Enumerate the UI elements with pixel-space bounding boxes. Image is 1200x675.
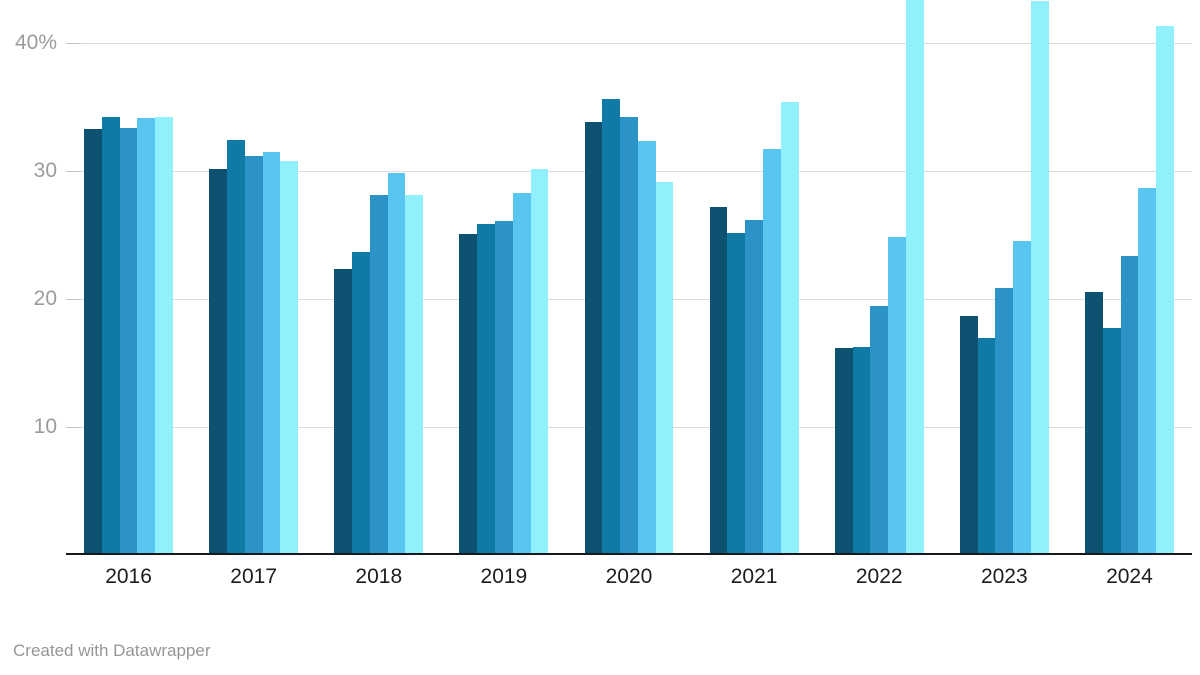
bar-2023-shade-3-medium-blue — [995, 288, 1014, 553]
tick-30 — [66, 171, 81, 172]
x-label-2016: 2016 — [105, 565, 152, 588]
bar-2021-shade-4-sky-blue — [763, 149, 781, 553]
x-label-2022: 2022 — [855, 565, 903, 588]
tick-20 — [66, 299, 81, 300]
bar-2019-shade-3-medium-blue — [494, 221, 513, 553]
bar-2021-shade-5-pale-cyan — [780, 102, 799, 553]
bar-2017-shade-2-dark-blue — [226, 140, 245, 553]
bar-group-2016 — [84, 117, 174, 553]
x-label-2023: 2023 — [980, 565, 1028, 588]
bar-2017-shade-3-medium-blue — [244, 156, 263, 553]
bar-2022-shade-1-darkest-blue — [834, 348, 853, 553]
bar-2023-shade-1-darkest-blue — [959, 316, 978, 553]
bar-2022-shade-4-sky-blue — [888, 237, 906, 553]
bar-2018-shade-1-darkest-blue — [334, 269, 353, 553]
bar-2019-shade-5-pale-cyan — [530, 169, 549, 553]
bar-2024-shade-1-darkest-blue — [1084, 292, 1103, 553]
x-axis-line — [66, 553, 1192, 555]
bar-2020-shade-1-darkest-blue — [584, 122, 603, 553]
bar-2021-shade-2-dark-blue — [727, 233, 746, 553]
bar-2020-shade-5-pale-cyan — [655, 182, 674, 553]
bar-2023-shade-2-dark-blue — [977, 338, 996, 553]
tick-10 — [66, 427, 81, 428]
bar-2018-shade-3-medium-blue — [369, 195, 388, 553]
bar-2020-shade-2-dark-blue — [602, 99, 621, 553]
x-label-2019: 2019 — [480, 565, 528, 588]
bar-2022-shade-3-medium-blue — [870, 306, 889, 553]
y-tick-label-30: 30 — [33, 159, 57, 182]
bar-2019-shade-1-darkest-blue — [459, 234, 478, 553]
y-tick-label-40: 40% — [14, 31, 57, 54]
bar-group-2018 — [334, 173, 424, 553]
bar-2024-shade-3-medium-blue — [1120, 256, 1139, 553]
bar-2016-shade-1-darkest-blue — [84, 129, 102, 553]
bar-2016-shade-2-dark-blue — [101, 117, 120, 553]
bar-2017-shade-1-darkest-blue — [209, 169, 227, 553]
gridline-40 — [66, 43, 1192, 44]
bar-group-2024 — [1084, 26, 1174, 553]
x-label-2020: 2020 — [605, 565, 653, 588]
bar-2024-shade-5-pale-cyan — [1156, 26, 1174, 553]
bar-2022-shade-2-dark-blue — [852, 347, 871, 553]
bar-2020-shade-3-medium-blue — [620, 117, 638, 553]
bar-group-2019 — [459, 169, 549, 553]
bar-2016-shade-3-medium-blue — [119, 128, 138, 553]
tick-40 — [66, 43, 81, 44]
bar-2017-shade-5-pale-cyan — [280, 161, 299, 553]
bar-2023-shade-4-sky-blue — [1013, 241, 1032, 553]
bar-2019-shade-4-sky-blue — [512, 193, 531, 553]
bar-group-2020 — [584, 99, 674, 553]
bar-2018-shade-2-dark-blue — [352, 252, 370, 553]
bar-group-2021 — [709, 102, 799, 553]
bar-2024-shade-4-sky-blue — [1138, 188, 1157, 553]
bar-2022-shade-5-pale-cyan — [905, 0, 924, 553]
x-label-2018: 2018 — [355, 565, 403, 588]
bar-2020-shade-4-sky-blue — [637, 141, 656, 553]
bar-2018-shade-5-pale-cyan — [405, 195, 424, 553]
bar-group-2017 — [209, 140, 299, 553]
bar-group-2023 — [959, 1, 1049, 553]
bar-2017-shade-4-sky-blue — [262, 152, 281, 553]
x-label-2024: 2024 — [1106, 565, 1153, 588]
bar-group-2022 — [834, 0, 924, 553]
y-tick-label-20: 20 — [33, 287, 57, 310]
bar-2024-shade-2-dark-blue — [1102, 328, 1121, 553]
bar-2016-shade-5-pale-cyan — [155, 117, 174, 553]
bar-2023-shade-5-pale-cyan — [1031, 1, 1049, 553]
bar-2021-shade-3-medium-blue — [745, 220, 763, 553]
bar-2019-shade-2-dark-blue — [477, 224, 495, 553]
plot-area — [66, 0, 1192, 553]
datawrapper-credit: Created with Datawrapper — [13, 641, 211, 660]
bar-2018-shade-4-sky-blue — [387, 173, 406, 553]
y-tick-label-10: 10 — [33, 415, 57, 438]
x-label-2017: 2017 — [230, 565, 278, 588]
x-label-2021: 2021 — [730, 565, 778, 588]
bar-2016-shade-4-sky-blue — [137, 118, 156, 553]
bar-2021-shade-1-darkest-blue — [709, 207, 728, 553]
